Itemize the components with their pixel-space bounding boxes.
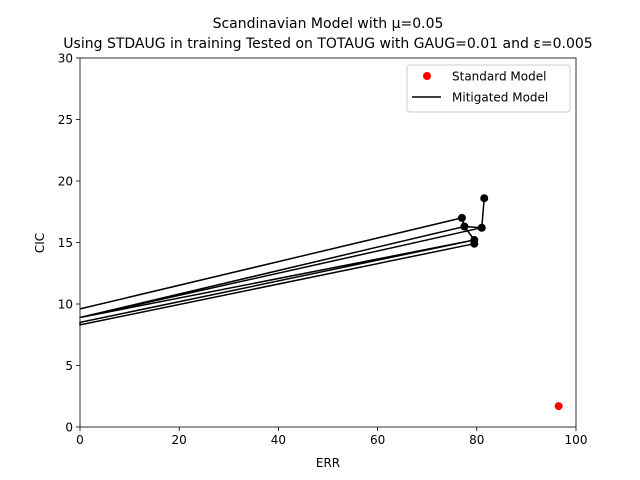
y-tick-label: 10 — [58, 298, 73, 312]
legend: Standard Model Mitigated Model — [406, 64, 571, 113]
data-point-mitigated-model — [477, 223, 486, 232]
x-tick-label: 80 — [469, 433, 484, 447]
x-tick-label: 20 — [172, 433, 187, 447]
legend-marker-standard-model — [423, 72, 431, 80]
x-axis-label: ERR — [316, 456, 340, 470]
y-tick-label: 30 — [58, 52, 73, 66]
legend-label-standard-model: Standard Model — [452, 70, 546, 84]
y-tick-label: 5 — [65, 359, 73, 373]
y-tick-label: 0 — [65, 421, 73, 435]
x-tick-label: 40 — [271, 433, 286, 447]
data-point-mitigated-model — [470, 239, 479, 248]
data-point-mitigated-model — [460, 222, 469, 231]
y-axis-label: CIC — [33, 233, 47, 253]
y-tick-label: 25 — [58, 113, 73, 127]
data-point-mitigated-model — [457, 213, 466, 222]
chart-title-line2: Using STDAUG in training Tested on TOTAU… — [63, 36, 592, 52]
data-point-standard-model — [554, 402, 563, 411]
plot-area: 0 20 40 60 80 100 0 5 10 15 20 25 30 — [58, 52, 588, 448]
legend-box — [406, 64, 571, 113]
y-tick-label: 15 — [58, 236, 73, 250]
x-tick-label: 60 — [370, 433, 385, 447]
chart-title-line1: Scandinavian Model with μ=0.05 — [213, 16, 444, 32]
data-point-mitigated-model — [480, 194, 489, 203]
legend-label-mitigated-model: Mitigated Model — [452, 91, 548, 105]
x-tick-label: 0 — [76, 433, 84, 447]
y-tick-label: 20 — [58, 175, 73, 189]
x-tick-label: 100 — [565, 433, 588, 447]
